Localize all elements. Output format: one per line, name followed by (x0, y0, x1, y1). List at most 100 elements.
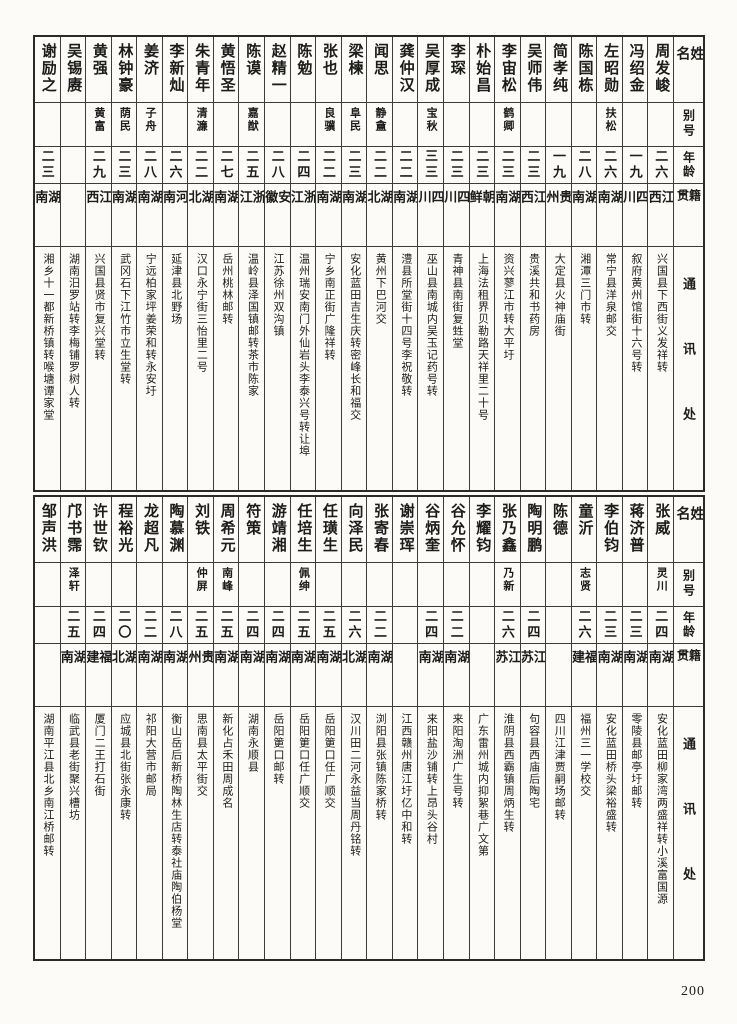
entry-address: 句容县西庙后陶宅 (527, 713, 540, 809)
entry-name-cell: 朴始昌 (469, 37, 495, 103)
entry-native-place: 福建 (86, 650, 111, 683)
entry-name-cell: 邝书霈 (60, 497, 86, 563)
entry-age: 二八 (269, 149, 285, 181)
entry-alias-cell: 静盦 (367, 103, 392, 147)
entry-name: 黄强 (90, 43, 107, 77)
entry-column: 谢励之 二三 湖南 湘乡十一都新桥镇转喉塘谭家堂 (34, 37, 60, 490)
entry-age: 二八 (141, 149, 157, 181)
entry-address-cell: 汉口永宁街三怡里二号 (188, 247, 213, 490)
header-age-cell: 年龄 (674, 147, 703, 184)
entry-address-cell: 安化蓝田桥头梁裕盛转 (597, 707, 622, 959)
entry-native-place-cell: 湖南 (213, 644, 239, 707)
entry-age-cell: 二五 (60, 607, 86, 644)
entry-alias-cell (162, 103, 188, 147)
entry-address-cell: 安化蓝田柳家湾两盛祥转小溪富国源 (648, 707, 673, 959)
entry-age: 二八 (167, 609, 183, 641)
entry-native-place-cell: 湖南 (622, 644, 648, 707)
entry-address-cell: 湘潭三门市转 (572, 247, 597, 490)
entry-address-cell: 江苏徐州双沟镇 (265, 247, 290, 490)
entry-name-cell: 简孝纯 (546, 37, 571, 103)
entry-native-place: 浙江 (290, 190, 316, 223)
entry-alias-cell: 泽轩 (60, 563, 86, 607)
entry-column: 谷炳奎 二四 湖南 来阳盐沙铺转上昂头谷村 (417, 497, 443, 959)
entry-age: 二八 (576, 149, 592, 181)
entry-alias-cell (520, 103, 546, 147)
entry-alias: 子舟 (143, 107, 156, 133)
entry-address: 资兴蓼江市转大平圩 (502, 253, 515, 361)
entry-name-cell: 陈勉 (290, 37, 316, 103)
entry-name-cell: 张寄春 (367, 497, 392, 563)
entry-address: 江苏徐州双沟镇 (272, 253, 285, 337)
entry-age-cell: 一九 (622, 147, 648, 184)
entry-name: 姜济 (141, 43, 158, 77)
entry-alias-cell (469, 103, 495, 147)
entry-age-cell: 二二 (188, 147, 213, 184)
entry-native-place-cell: 湖南 (213, 184, 239, 247)
entry-name: 陈谟 (244, 43, 261, 77)
entry-address: 安化蓝田吉生庆转密峰长和福交 (348, 253, 361, 421)
page-number: 200 (681, 984, 705, 999)
entry-alias-cell (265, 563, 290, 607)
entry-native-place-cell: 贵州 (188, 644, 213, 707)
entry-column: 赵精一 二八 安徽 江苏徐州双沟镇 (264, 37, 290, 490)
entry-age-cell: 二二 (367, 147, 392, 184)
entry-name: 向泽民 (346, 503, 363, 554)
entry-address: 青神县南街复甡堂 (450, 253, 463, 349)
entry-address: 宁远柏家坪姜荣和转永安圩 (144, 253, 157, 397)
entry-native-place-cell: 湖南 (648, 644, 673, 707)
entry-native-place-cell: 湖北 (367, 184, 392, 247)
entry-column: 任培生 佩绅 二五 湖南 岳阳筻口任广顺交 (289, 497, 316, 959)
entry-native-place-cell: 湖南 (60, 644, 86, 707)
entry-column: 陈勉 二四 浙江 温州瑞安南门外仙岩头李泰兴号转让埠 (289, 37, 316, 490)
entry-native-place: 湖南 (622, 650, 648, 683)
entry-age-cell: 二六 (341, 607, 367, 644)
entry-native-place-cell: 安徽 (265, 184, 290, 247)
entry-age: 二六 (167, 149, 183, 181)
entry-name-cell: 姜济 (137, 37, 162, 103)
entry-native-place: 贵州 (188, 650, 213, 683)
entry-age: 二七 (218, 149, 234, 181)
entry-column: 蒋济普 二三 湖南 零陵县邮亭圩邮转 (621, 497, 648, 959)
entry-name: 赵精一 (269, 43, 286, 94)
entry-alias-cell (367, 563, 392, 607)
entry-alias: 乃新 (501, 567, 514, 593)
entry-name: 谷允怀 (448, 503, 465, 554)
entry-age-cell: 二三 (443, 147, 469, 184)
entry-column: 张威 灵川 二四 湖南 安化蓝田柳家湾两盛祥转小溪富国源 (647, 497, 673, 959)
entry-address-cell: 汉川田二河永益当周丹铭转 (342, 707, 367, 959)
entry-native-place: 江苏 (520, 650, 546, 683)
entry-name: 吴厚成 (423, 43, 440, 94)
entry-native-place-cell: 湖南 (290, 644, 316, 707)
entry-address: 湖南永顺县 (246, 713, 259, 773)
entry-alias-cell (443, 103, 469, 147)
entry-native-place-cell: 湖南 (571, 184, 597, 247)
entry-alias: 仲屏 (195, 567, 208, 593)
entry-name: 朴始昌 (474, 43, 491, 94)
entry-address-cell: 衡山岳后新桥陶林生店转泰社庙陶伯杨堂 (163, 707, 188, 959)
entry-age: 二五 (65, 609, 81, 641)
entry-address: 江西赣州唐江圩亿中和转 (399, 713, 412, 845)
entry-column: 陈国栋 二八 湖南 湘潭三门市转 (570, 37, 597, 490)
entry-name: 闻思 (372, 43, 389, 77)
entry-alias-cell: 子舟 (137, 103, 162, 147)
entry-address-cell: 广东雷州城内抑絮巷广文第 (470, 707, 495, 959)
entry-age-cell: 二八 (265, 147, 290, 184)
entry-column: 吴厚成 宝秋 三三 四川 巫山县南城内吴玉记药号转 (417, 37, 443, 490)
entry-address-cell: 资兴蓼江市转大平圩 (495, 247, 520, 490)
entry-address-cell: 四川江津贾嗣场邮转 (546, 707, 571, 959)
entry-native-place-cell: 湖北 (341, 644, 367, 707)
entry-alias-cell (290, 103, 316, 147)
entry-column: 吴锡赓 湖南汨罗站转李梅铺罗树人转 (59, 37, 86, 490)
entry-column: 梁楝 阜民 二三 湖南 安化蓝田吉生庆转密峰长和福交 (340, 37, 367, 490)
entry-age: 二四 (90, 609, 106, 641)
entry-age-cell: 二八 (162, 607, 188, 644)
entry-alias: 灵川 (655, 567, 668, 593)
entry-native-place: 贵州 (546, 190, 571, 223)
entry-name-cell: 游靖湘 (265, 497, 290, 563)
entry-age-cell: 二三 (622, 607, 648, 644)
header-address-cell: 通讯处 (674, 247, 703, 490)
entry-alias-cell (162, 563, 188, 607)
entry-name-cell: 陈谟 (239, 37, 264, 103)
entry-name-cell: 吴师伟 (520, 37, 546, 103)
entry-native-place: 湖南 (392, 190, 418, 223)
